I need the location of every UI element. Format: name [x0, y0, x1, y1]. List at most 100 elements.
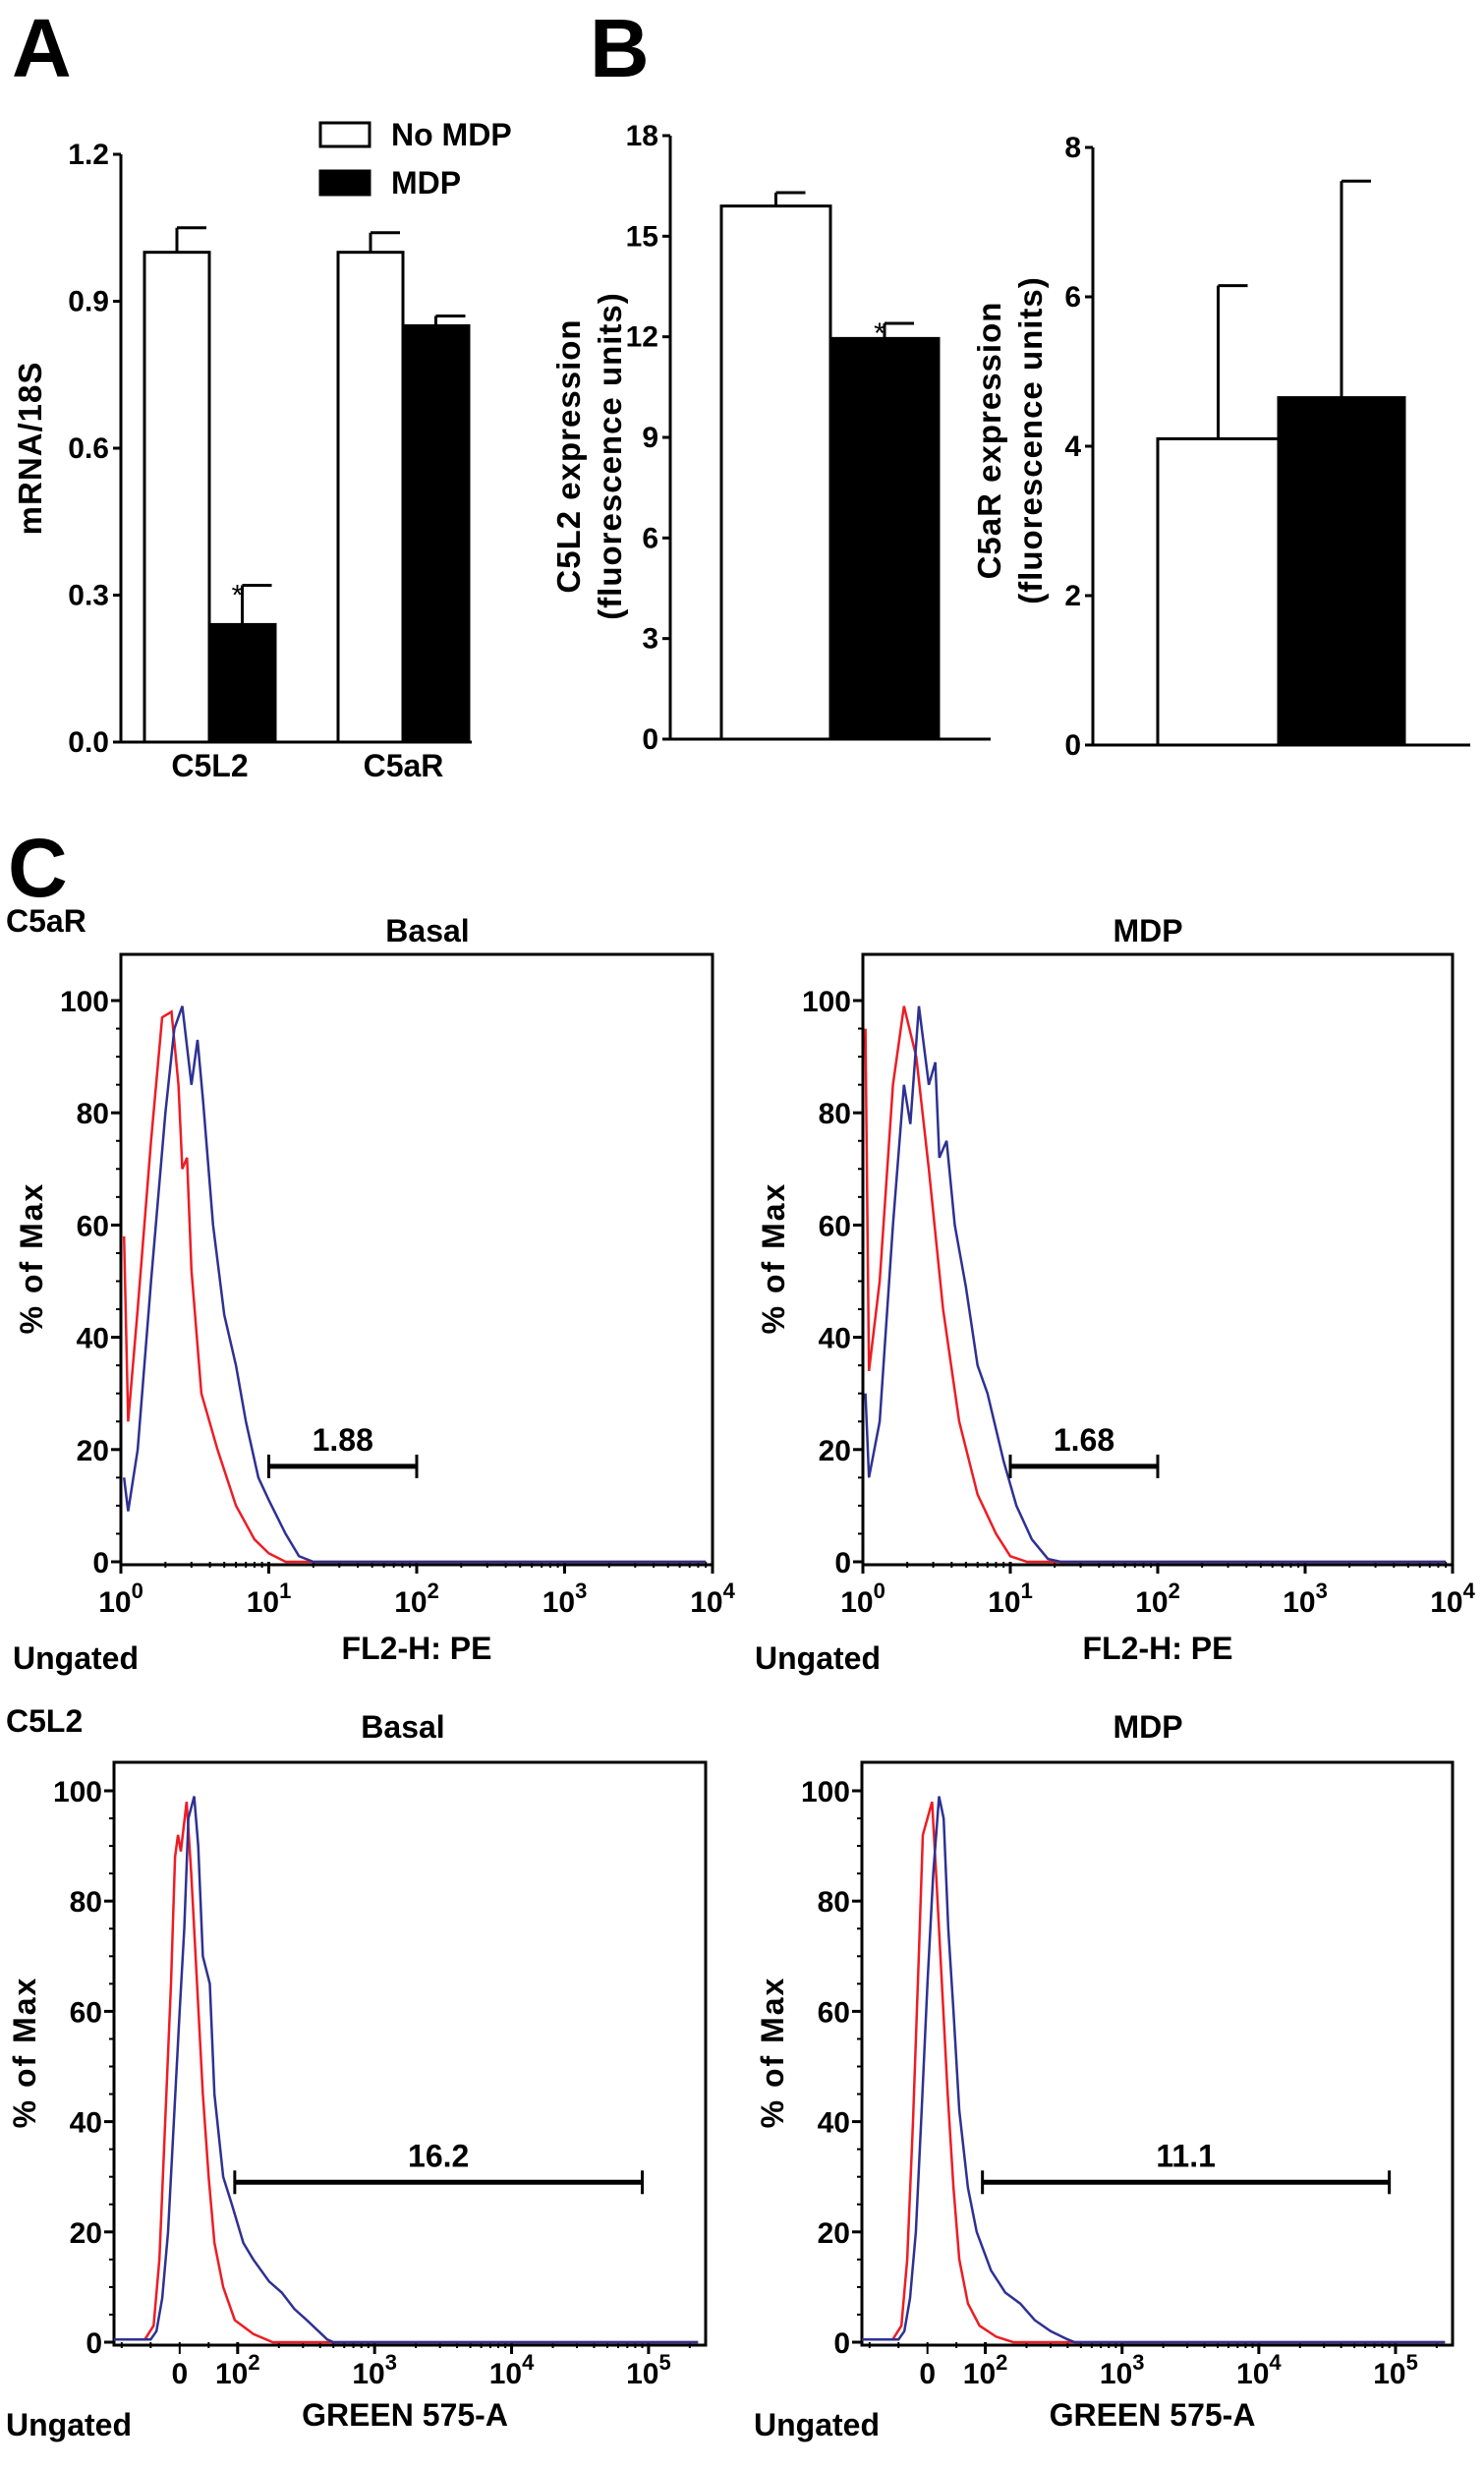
- bar-chart-b2: 0 2 4 6 8 C5aR expression (fluorescence units): [971, 132, 1470, 762]
- histogram-c1: Basal 0 20 40 60 80 100 100 101 102 103 104 FL2-H: P…: [13, 913, 736, 1676]
- y-tick-label: 0: [642, 723, 658, 756]
- x-tick-label: 104: [1236, 2350, 1282, 2390]
- bar-no-mdp: [1156, 436, 1281, 747]
- y-tick-label: 15: [626, 220, 658, 253]
- legend-label-no-mdp: No MDP: [391, 117, 512, 152]
- y-axis-label: (fluorescence units): [592, 292, 628, 620]
- bar-no-mdp: [336, 251, 405, 744]
- section-label-c5ar: C5aR: [6, 903, 86, 939]
- ungated-label: Ungated: [755, 1640, 881, 1676]
- y-tick-label: 100: [801, 1776, 850, 1808]
- bar-chart-b1: 0 3 6 9 12 15 18 * C5L2 expression (fluorescence …: [550, 120, 991, 756]
- histogram-curve-control: [114, 1802, 699, 2344]
- y-tick-label: 0: [833, 2327, 850, 2360]
- y-axis-label: mRNA/18S: [12, 362, 48, 536]
- x-tick-label: 102: [1135, 1578, 1180, 1619]
- bar-no-mdp: [143, 251, 211, 744]
- y-tick-label: 0: [1064, 729, 1081, 762]
- x-tick-label: 103: [352, 2350, 397, 2390]
- x-tick-label: 105: [626, 2350, 671, 2390]
- y-tick-label: 40: [819, 1323, 851, 1355]
- x-tick-label: 105: [1373, 2350, 1418, 2390]
- x-tick-label: 103: [1283, 1578, 1328, 1619]
- y-tick-label: 0.6: [68, 432, 109, 465]
- ungated-label: Ungated: [13, 1640, 139, 1676]
- y-tick-label: 80: [77, 1098, 109, 1130]
- y-tick-label: 20: [70, 2217, 102, 2250]
- panel-letter-b: B: [590, 2, 650, 94]
- bar-mdp: [828, 336, 941, 741]
- x-tick-label: 103: [542, 1578, 588, 1619]
- y-tick-label: 0.0: [68, 726, 109, 759]
- x-tick-label: 102: [963, 2350, 1008, 2390]
- bar-mdp: [401, 323, 471, 744]
- x-tick-label: 101: [247, 1578, 292, 1619]
- y-tick-label: 40: [818, 2107, 850, 2140]
- y-tick-label: 6: [1064, 281, 1081, 314]
- y-tick-label: 9: [642, 422, 658, 454]
- y-tick-label: 0: [86, 2327, 102, 2360]
- y-tick-label: 4: [1064, 430, 1081, 463]
- plot-frame: [860, 1760, 1455, 2347]
- y-tick-label: 0.3: [68, 580, 109, 612]
- y-tick-label: 100: [53, 1776, 102, 1808]
- x-tick-label: 104: [489, 2350, 535, 2390]
- x-tick-label: 100: [840, 1578, 885, 1619]
- y-tick-label: 60: [819, 1210, 851, 1242]
- y-axis-label: (fluorescence units): [1012, 276, 1049, 604]
- histogram-c2: MDP 0 20 40 60 80 100 100 101 102 103 104 FL2-H: PE U…: [755, 913, 1476, 1676]
- y-tick-label: 8: [1064, 132, 1081, 164]
- category-label: C5L2: [171, 748, 248, 783]
- x-tick-label: 104: [1430, 1578, 1475, 1619]
- legend-label-mdp: MDP: [391, 165, 461, 201]
- histogram-curve-control: [122, 1009, 707, 1564]
- histogram-title: MDP: [1113, 913, 1182, 948]
- histogram-title: Basal: [361, 1709, 444, 1745]
- y-tick-label: 100: [802, 986, 851, 1018]
- x-tick-label: 102: [394, 1578, 439, 1619]
- histogram-curve-stained: [864, 1005, 1447, 1564]
- x-axis-label: FL2-H: PE: [342, 1631, 492, 1666]
- y-tick-label: 0.9: [68, 286, 109, 318]
- histogram-title: MDP: [1113, 1709, 1182, 1745]
- bar-mdp: [207, 622, 277, 744]
- plot-frame: [112, 1760, 708, 2347]
- gate-label: 11.1: [1156, 2138, 1216, 2173]
- gate-label: 1.68: [1054, 1422, 1114, 1458]
- histogram-curve-stained: [122, 1005, 707, 1564]
- section-label-c5l2: C5L2: [6, 1703, 83, 1739]
- histogram-curve-control: [862, 1801, 1446, 2344]
- y-tick-label: 12: [626, 321, 658, 354]
- gate-label: 1.88: [313, 1422, 373, 1458]
- histogram-curve-control: [864, 1005, 1447, 1564]
- x-tick-label: 0: [919, 2358, 936, 2390]
- x-tick-label: 102: [215, 2350, 260, 2390]
- bar-mdp: [1277, 396, 1406, 747]
- y-tick-label: 20: [818, 2217, 850, 2250]
- y-tick-label: 80: [70, 1886, 102, 1919]
- y-tick-label: 80: [818, 1886, 850, 1919]
- bar-no-mdp: [719, 204, 832, 741]
- histogram-curve-stained: [114, 1796, 699, 2344]
- significance-marker: *: [232, 580, 244, 612]
- x-tick-label: 101: [988, 1578, 1033, 1619]
- legend: No MDP MDP: [318, 117, 512, 201]
- y-axis-label: % of Max: [14, 1182, 49, 1335]
- x-axis-label: GREEN 575-A: [302, 2397, 508, 2433]
- y-tick-label: 18: [626, 120, 658, 152]
- y-tick-label: 60: [77, 1210, 109, 1242]
- y-tick-label: 3: [642, 623, 658, 656]
- y-tick-label: 2: [1064, 580, 1081, 612]
- y-axis-label: C5aR expression: [971, 302, 1007, 580]
- legend-swatch-no-mdp: [318, 121, 371, 148]
- significance-marker: *: [874, 317, 885, 350]
- y-axis-label: C5L2 expression: [550, 318, 587, 593]
- x-tick-label: 103: [1100, 2350, 1145, 2390]
- category-label: C5aR: [364, 748, 444, 783]
- y-tick-label: 40: [77, 1323, 109, 1355]
- bar-chart-a: 0.0 0.3 0.6 0.9 1.2 * C5L2 C5aR mRNA/18S: [12, 139, 472, 783]
- gate-label: 16.2: [408, 2138, 469, 2173]
- y-tick-label: 60: [70, 1996, 102, 2029]
- y-tick-label: 60: [818, 1996, 850, 2029]
